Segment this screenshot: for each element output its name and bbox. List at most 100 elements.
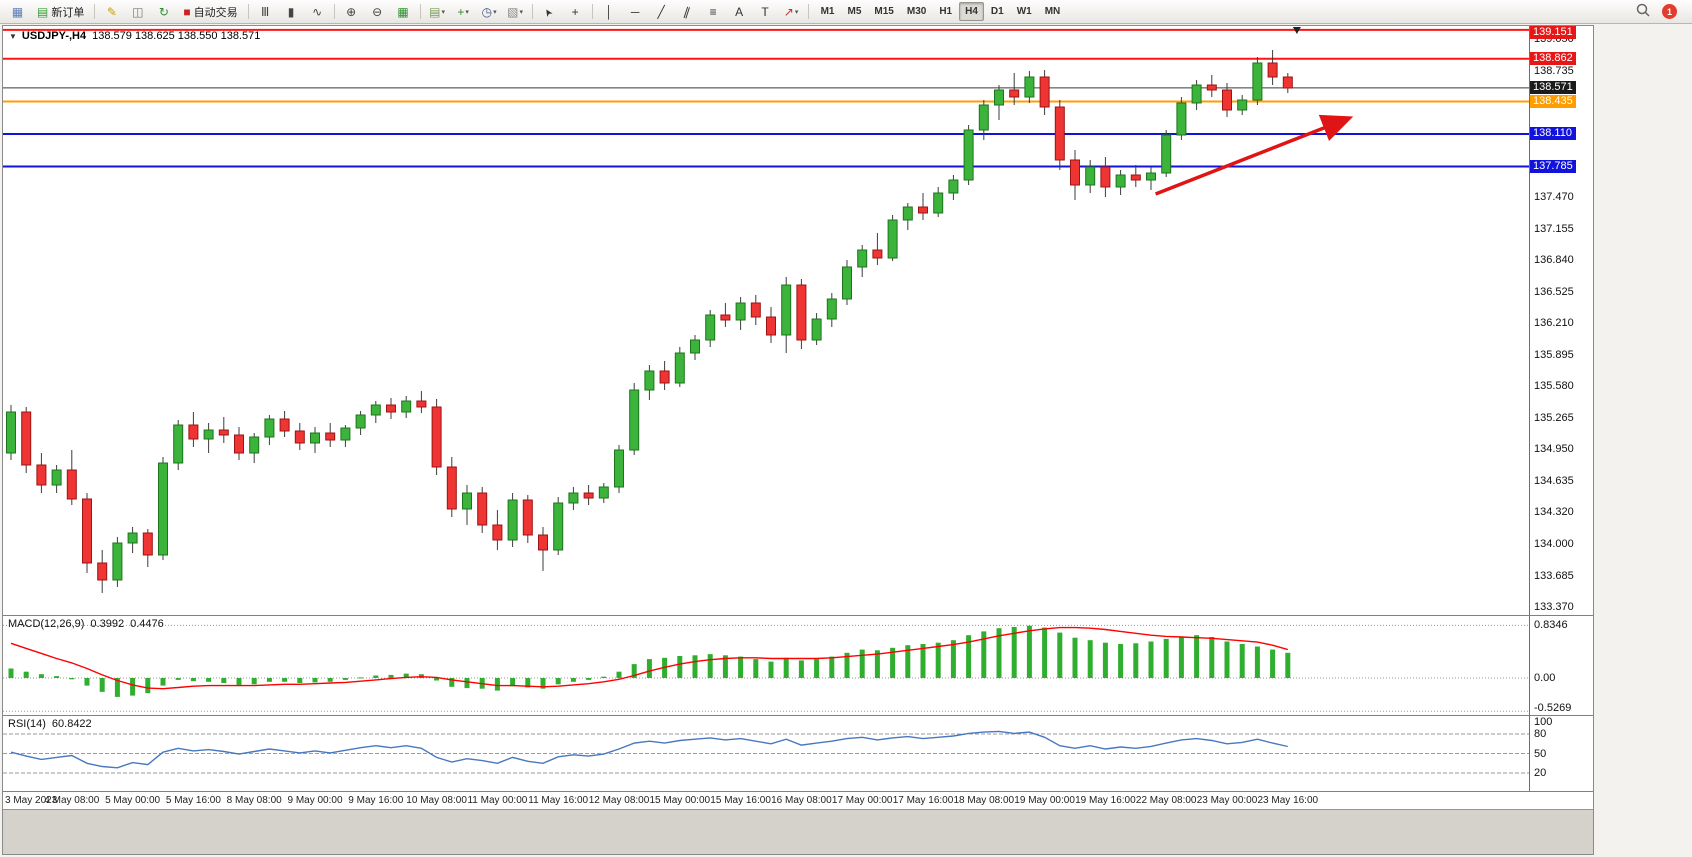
trendline-icon[interactable]: ╱ xyxy=(649,1,674,22)
timeframe-h1-button[interactable]: H1 xyxy=(939,6,953,17)
toolbar-separator xyxy=(807,4,809,19)
trendline-icon: ╱ xyxy=(657,4,665,19)
timeframe-m30-button[interactable]: M30 xyxy=(906,6,927,17)
new-order-button[interactable]: ▤ 新订单 xyxy=(31,1,90,22)
chart-title: ▼ USDJPY-,H4 138.579 138.625 138.550 138… xyxy=(9,30,260,42)
price-axis-label: 137.470 xyxy=(1534,191,1574,203)
label-icon[interactable]: T xyxy=(753,1,778,22)
rsi-axis-label: 50 xyxy=(1534,747,1547,760)
fibonacci-icon[interactable]: ≡ xyxy=(701,1,726,22)
vertical-line-icon[interactable]: │ xyxy=(597,1,622,22)
price-axis-label: 134.950 xyxy=(1534,443,1574,455)
time-axis-label: 11 May 00:00 xyxy=(467,795,528,806)
arrows-icon[interactable]: ↗ ▾ xyxy=(779,1,804,22)
price-axis-label: 134.320 xyxy=(1534,506,1574,518)
macd-histogram xyxy=(8,625,1291,697)
crosshair-icon[interactable]: + xyxy=(563,1,588,22)
rsi-value: 60.8422 xyxy=(51,718,92,730)
candles-group xyxy=(6,50,1293,593)
bar-chart-icon: Ⅲ xyxy=(260,4,270,19)
price-axis-label: 133.370 xyxy=(1534,601,1574,613)
macd-axis-label: 0.00 xyxy=(1534,672,1556,684)
zoom-out-icon[interactable]: ⊖ xyxy=(365,1,390,22)
price-axis-label: 135.265 xyxy=(1534,411,1574,424)
line-chart-icon: ∿ xyxy=(312,4,323,19)
rsi-canvas[interactable] xyxy=(3,716,1529,791)
tile-windows-icon: ▦ xyxy=(397,4,409,19)
macd-svg-holder[interactable] xyxy=(3,616,1529,715)
dropdown-arrow-icon: ▾ xyxy=(519,8,524,16)
metaeditor-icon[interactable]: ✎ xyxy=(99,1,124,22)
cursor-icon[interactable]: ➤ xyxy=(537,1,562,22)
main-chart-svg-holder[interactable] xyxy=(3,26,1529,615)
timeframe-d1-button[interactable]: D1 xyxy=(990,6,1004,17)
arrows-icon: ↗ xyxy=(783,4,794,19)
candlestick-chart-icon[interactable]: ▮ xyxy=(279,1,304,22)
metaeditor-icon: ✎ xyxy=(106,4,117,19)
rsi-name: RSI(14) xyxy=(8,718,46,730)
price-axis-label: 136.840 xyxy=(1534,254,1574,266)
time-axis-label: 12 May 08:00 xyxy=(588,795,650,806)
chart-window: ▼ USDJPY-,H4 138.579 138.625 138.550 138… xyxy=(2,25,1594,855)
rsi-label: RSI(14) 60.8422 xyxy=(8,718,92,730)
rsi-svg-holder[interactable] xyxy=(3,716,1529,791)
autotrading-button[interactable]: ■ 自动交易 xyxy=(177,1,243,22)
toolbar: ▦ ▤ 新订单 ✎ ◫ ↻ ■ 自动交易 Ⅲ ▮ ∿ ⊕ ⊖ ▦ ▤ ▾ + ▾ ◷ ▾ ▧ ▾ ➤ + │ ─ ╱ ∥ ≡ A T ↗ ▾ M… xyxy=(0,0,1692,24)
refresh-icon[interactable]: ↻ xyxy=(151,1,176,22)
timeframe-m5-button[interactable]: M5 xyxy=(847,6,862,17)
price-line-badge: 138.110 xyxy=(1530,127,1576,140)
fibonacci-icon: ≡ xyxy=(709,4,717,19)
zoom-in-icon[interactable]: ⊕ xyxy=(339,1,364,22)
time-axis-label: 4 May 08:00 xyxy=(44,795,100,806)
price-axis-label: 137.155 xyxy=(1534,222,1574,235)
dropdown-arrow-icon: ▾ xyxy=(465,8,469,16)
periods-icon[interactable]: ◷ ▾ xyxy=(477,1,502,22)
add-indicator-icon[interactable]: + ▾ xyxy=(451,1,476,22)
bar-chart-icon[interactable]: Ⅲ xyxy=(253,1,278,22)
toolbar-separator xyxy=(531,4,533,19)
indicators-icon[interactable]: ▤ ▾ xyxy=(425,1,450,22)
timeframe-w1-button[interactable]: W1 xyxy=(1016,6,1032,17)
macd-axis-label: -0.5269 xyxy=(1534,702,1572,714)
toolbar-separator xyxy=(94,4,96,19)
main-price-axis[interactable]: 139.050138.735138.420138.105137.790137.4… xyxy=(1529,26,1593,615)
toolbar-items: ▦ ▤ 新订单 ✎ ◫ ↻ ■ 自动交易 Ⅲ ▮ ∿ ⊕ ⊖ ▦ ▤ ▾ + ▾ ◷ ▾ ▧ ▾ ➤ + │ ─ ╱ ∥ ≡ A T ↗ ▾ xyxy=(5,1,812,22)
text-icon[interactable]: A xyxy=(727,1,752,22)
horizontal-line-icon[interactable]: ─ xyxy=(623,1,648,22)
new-chart-icon[interactable]: ▦ xyxy=(5,1,30,22)
macd-value-1: 0.3992 xyxy=(90,618,125,630)
zoom-in-icon: ⊕ xyxy=(346,4,357,19)
notification-badge[interactable]: 1 xyxy=(1662,4,1677,19)
timeframe-h4-button[interactable]: H4 xyxy=(959,2,984,21)
timeframe-m1-button[interactable]: M1 xyxy=(820,6,835,17)
timeframe-mn-button[interactable]: MN xyxy=(1044,6,1061,17)
panel-separator[interactable] xyxy=(3,615,1593,616)
time-axis[interactable]: 3 May 2023 4 May 08:00 5 May 00:00 5 May 16… xyxy=(3,792,1593,809)
data-window-icon[interactable]: ◫ xyxy=(125,1,150,22)
line-chart-icon[interactable]: ∿ xyxy=(305,1,330,22)
search-icon xyxy=(1636,3,1650,20)
rsi-line xyxy=(10,730,1288,769)
timeframe-m15-button[interactable]: M15 xyxy=(874,6,894,17)
price-line-badge: 138.435 xyxy=(1530,94,1576,108)
macd-canvas[interactable] xyxy=(3,616,1529,715)
panel-separator[interactable] xyxy=(3,715,1593,716)
tile-windows-icon[interactable]: ▦ xyxy=(391,1,416,22)
templates-icon[interactable]: ▧ ▾ xyxy=(503,1,528,22)
price-axis-label: 136.525 xyxy=(1534,285,1574,298)
search-button[interactable] xyxy=(1630,1,1655,22)
time-axis-label: 10 May 08:00 xyxy=(406,795,467,806)
quick-trade-toggle-icon[interactable]: ▼ xyxy=(9,31,17,41)
price-axis-label: 134.000 xyxy=(1534,538,1574,550)
channel-icon[interactable]: ∥ xyxy=(675,1,700,22)
macd-axis[interactable]: 0.8346 0.00 -0.5269 xyxy=(1529,616,1593,715)
rsi-axis[interactable]: 100 80 50 20 xyxy=(1529,716,1593,791)
main-chart-canvas[interactable] xyxy=(3,26,1529,614)
price-axis-label: 133.685 xyxy=(1534,569,1574,582)
horizontal-line-icon: ─ xyxy=(630,4,640,19)
macd-axis-label: 0.8346 xyxy=(1534,619,1568,632)
price-line-badge: 138.571 xyxy=(1530,80,1576,94)
new-chart-icon: ▦ xyxy=(11,4,24,19)
macd-panel: MACD(12,26,9) 0.3992 0.4476 0.8346 0.00 -0… xyxy=(3,616,1593,715)
rsi-axis-label: 100 xyxy=(1534,716,1553,728)
